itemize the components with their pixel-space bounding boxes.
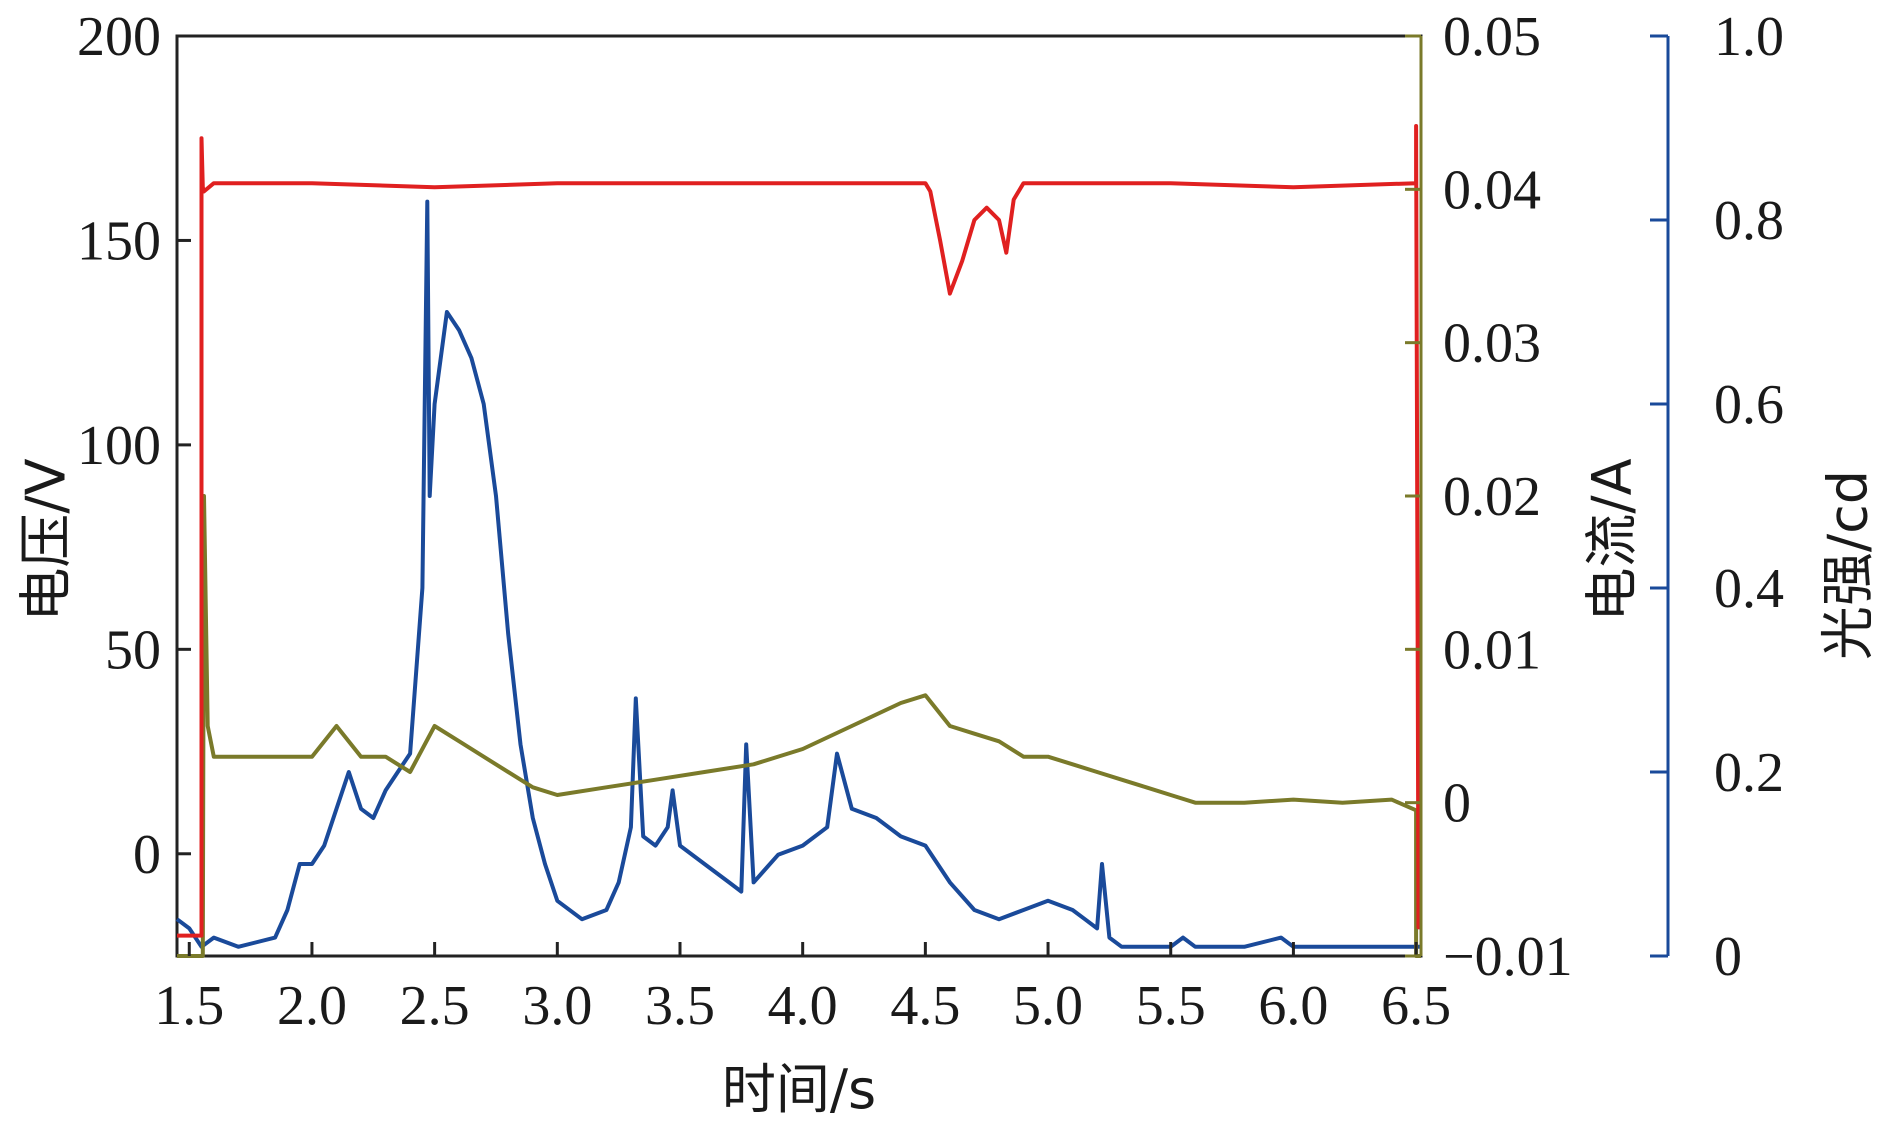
series-line-current	[177, 494, 1421, 958]
intensity-tick-label: 0.8	[1714, 190, 1784, 252]
intensity-axis: 1.0 0.8 0.6 0.4 0.2 0	[1650, 6, 1784, 988]
current-axis: 0.05 0.04 0.03 0.02 0.01 0 −0.01	[1405, 6, 1573, 988]
series-layer	[175, 124, 1421, 958]
voltage-axis-title: 电压/V	[15, 458, 78, 621]
x-tick-label: 2.5	[400, 975, 470, 1037]
current-tick-label: 0.05	[1443, 6, 1541, 68]
current-axis-title: 电流/A	[1581, 458, 1644, 621]
current-tick-label: 0.03	[1443, 313, 1541, 375]
x-tick-label: 1.5	[154, 975, 224, 1037]
voltage-tick-label: 50	[105, 619, 161, 681]
x-tick-label: 3.5	[645, 975, 715, 1037]
voltage-tick-label: 0	[133, 824, 161, 886]
intensity-tick-label: 0.2	[1714, 742, 1784, 804]
intensity-tick-label: 1.0	[1714, 6, 1784, 68]
current-tick-label: 0	[1443, 773, 1471, 835]
x-tick-label: 4.0	[768, 975, 838, 1037]
x-tick-label: 6.0	[1258, 975, 1328, 1037]
x-tick-label: 2.0	[277, 975, 347, 1037]
x-axis: 1.5 2.0 2.5 3.0 3.5 4.0 4.5 5.0 5.5 6.0 6.5	[154, 942, 1451, 1037]
voltage-axis: 200 150 100 50 0	[77, 6, 191, 886]
current-tick-label: 0.02	[1443, 466, 1541, 528]
intensity-tick-label: 0.4	[1714, 558, 1784, 620]
intensity-axis-title: 光强/cd	[1817, 470, 1880, 660]
x-tick-label: 5.5	[1136, 975, 1206, 1037]
x-tick-label: 4.5	[890, 975, 960, 1037]
x-tick-label: 3.0	[522, 975, 592, 1037]
voltage-tick-label: 150	[77, 210, 161, 272]
x-tick-label: 5.0	[1013, 975, 1083, 1037]
voltage-tick-label: 200	[77, 6, 161, 68]
intensity-tick-label: 0.6	[1714, 374, 1784, 436]
series-line-voltage	[177, 124, 1421, 938]
voltage-tick-label: 100	[77, 415, 161, 477]
x-axis-title: 时间/s	[722, 1058, 876, 1121]
series-line-intensity	[175, 199, 1421, 949]
current-tick-label: −0.01	[1443, 926, 1573, 988]
x-tick-label: 6.5	[1381, 975, 1451, 1037]
plot-frame	[175, 34, 1423, 958]
current-tick-label: 0.04	[1443, 159, 1541, 221]
intensity-tick-label: 0	[1714, 926, 1742, 988]
current-tick-label: 0.01	[1443, 619, 1541, 681]
